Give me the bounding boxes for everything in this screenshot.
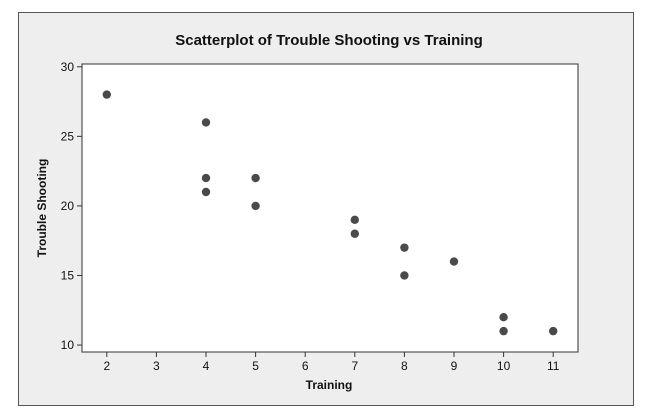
y-axis-label: Trouble Shooting	[35, 159, 49, 258]
scatterplot-figure: Scatterplot of Trouble Shooting vs Train…	[18, 12, 634, 411]
x-axis-ticks: 2 3 4 5 6 7 8 9 10 11	[103, 352, 560, 373]
x-tick-label: 9	[451, 359, 458, 373]
chart-svg: Scatterplot of Trouble Shooting vs Train…	[18, 12, 634, 406]
data-point	[102, 90, 112, 99]
data-point	[201, 118, 211, 127]
data-point	[201, 173, 211, 183]
y-tick-label: 20	[61, 199, 75, 213]
data-point	[449, 257, 459, 266]
data-point	[350, 229, 359, 238]
x-tick-label: 6	[302, 359, 309, 373]
x-axis-label: Training	[306, 378, 353, 392]
data-points	[102, 90, 558, 336]
data-point	[251, 173, 260, 183]
data-point	[251, 201, 260, 211]
x-tick-label: 2	[103, 359, 110, 373]
y-axis-ticks: 10 15 20 25 30	[61, 60, 82, 352]
data-point	[499, 326, 508, 336]
y-tick-label: 25	[61, 129, 75, 143]
x-tick-label: 11	[547, 359, 560, 373]
data-point	[549, 326, 558, 336]
x-tick-label: 5	[252, 359, 259, 373]
y-tick-label: 10	[61, 338, 75, 352]
y-tick-label: 15	[61, 268, 75, 282]
y-tick-label: 30	[61, 60, 75, 74]
data-point	[499, 313, 508, 322]
data-point	[400, 243, 409, 252]
x-tick-label: 3	[153, 359, 160, 373]
plot-area	[81, 63, 579, 353]
x-tick-label: 7	[351, 359, 358, 373]
x-tick-label: 10	[497, 359, 511, 373]
x-tick-label: 4	[203, 359, 210, 373]
data-point	[400, 271, 409, 280]
data-point	[201, 187, 211, 197]
x-tick-label: 8	[401, 359, 408, 373]
data-point	[350, 215, 359, 225]
chart-title: Scatterplot of Trouble Shooting vs Train…	[175, 32, 483, 49]
